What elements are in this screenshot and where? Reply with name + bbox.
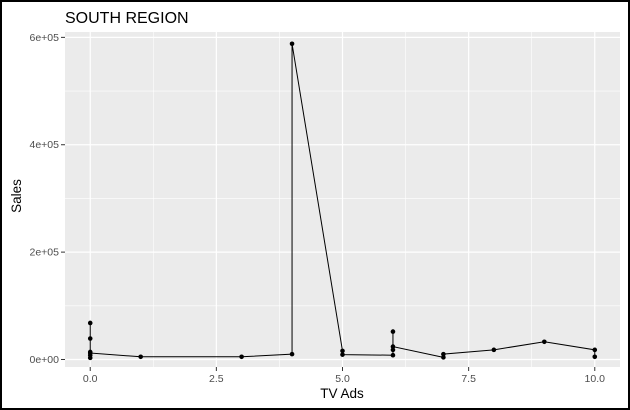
- x-axis-label: TV Ads: [320, 386, 364, 401]
- data-point: [340, 348, 345, 354]
- data-point: [87, 350, 93, 356]
- y-tick-label: 0e+00: [30, 354, 60, 366]
- data-point: [592, 347, 598, 353]
- y-axis-label: Sales: [9, 179, 24, 213]
- x-tick-label: 2.5: [209, 373, 224, 385]
- data-point: [390, 352, 396, 358]
- major-gridlines: [65, 32, 620, 367]
- chart-title: SOUTH REGION: [65, 10, 189, 27]
- x-tick-label: 10.0: [585, 373, 606, 385]
- data-point: [289, 41, 295, 47]
- data-point: [441, 351, 446, 357]
- data-point: [289, 351, 295, 357]
- data-point: [87, 355, 93, 361]
- data-point: [87, 336, 93, 341]
- x-tick-label: 0.0: [83, 373, 98, 385]
- x-tick-label: 7.5: [461, 373, 476, 385]
- data-point: [390, 347, 396, 353]
- data-point: [491, 347, 497, 353]
- y-tick-label: 2e+05: [30, 247, 60, 259]
- data-point: [87, 320, 93, 326]
- data-point: [390, 329, 396, 334]
- data-point: [441, 355, 446, 360]
- data-point: [542, 339, 547, 345]
- axis-tick-labels: 0.0 2.5 5.0 7.5 10.0 0e+00 2e+05 4e+05 6e+05: [30, 32, 606, 385]
- data-point: [138, 354, 143, 360]
- y-tick-label: 4e+05: [30, 139, 60, 151]
- data-point: [390, 344, 396, 349]
- series-group: [87, 41, 598, 361]
- x-tick-label: 5.0: [335, 373, 350, 385]
- data-point: [592, 354, 598, 360]
- y-tick-label: 6e+05: [30, 32, 60, 44]
- data-point: [239, 354, 244, 360]
- axis-ticks: [61, 36, 596, 371]
- data-point: [340, 352, 345, 357]
